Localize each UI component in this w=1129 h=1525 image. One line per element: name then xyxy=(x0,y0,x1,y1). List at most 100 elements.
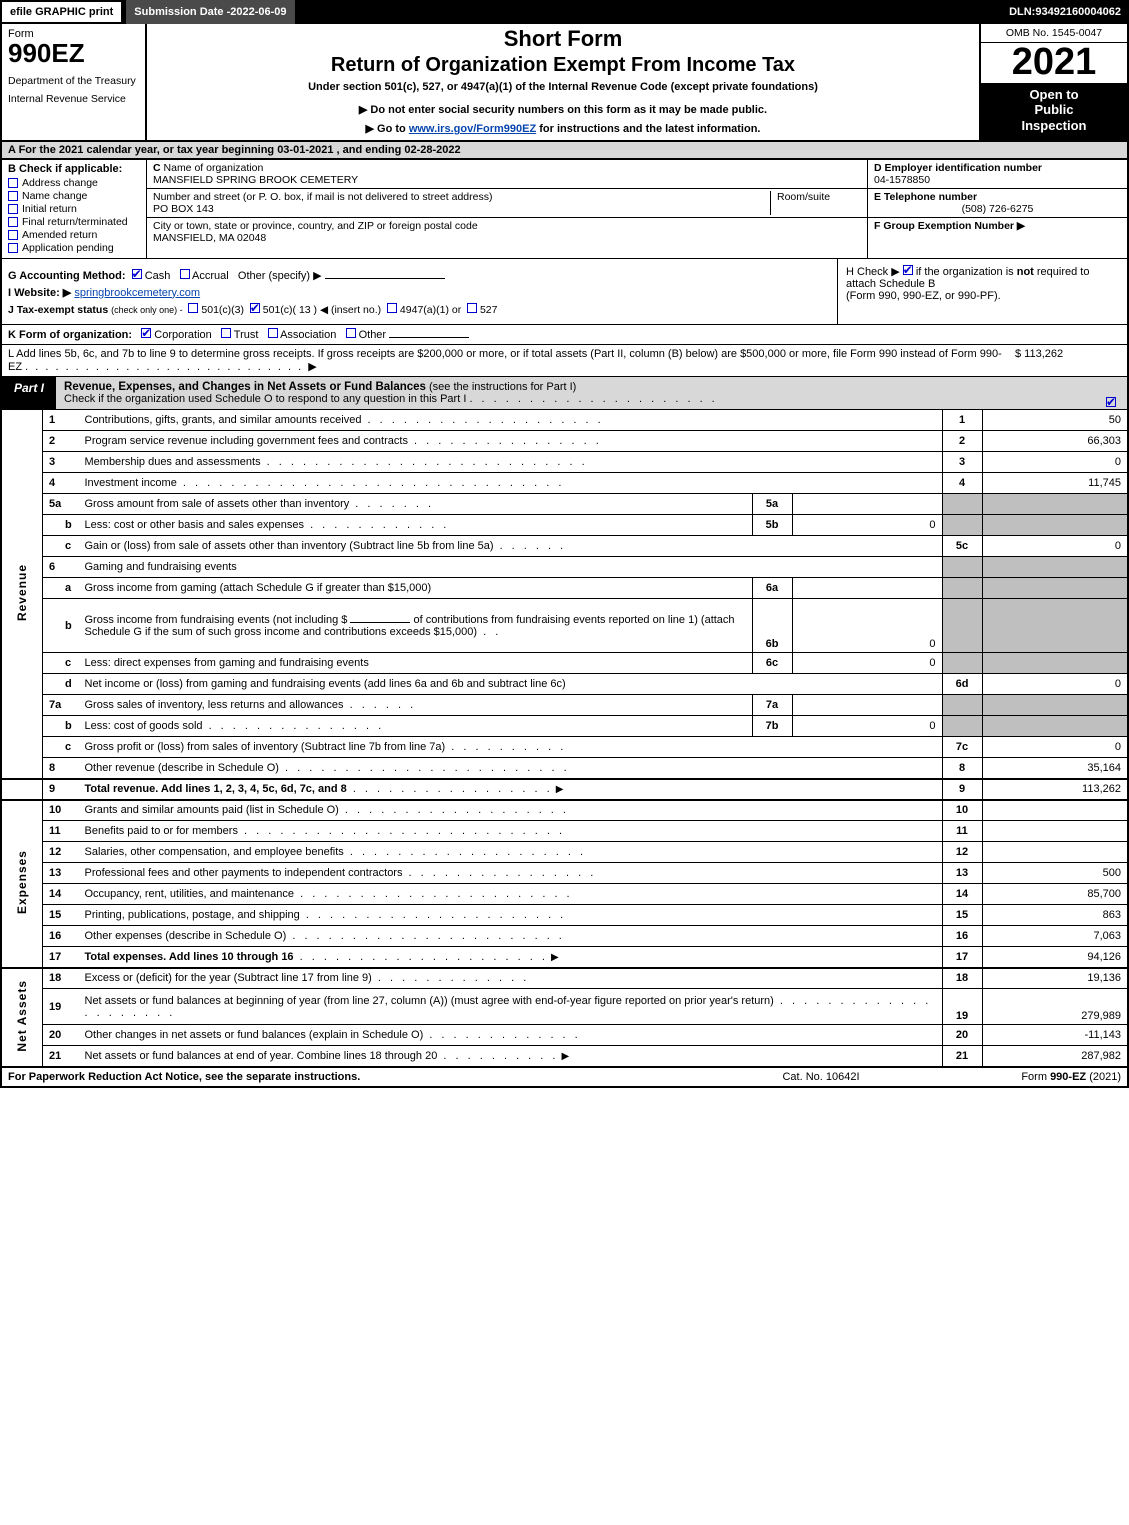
lv-1: 50 xyxy=(982,410,1128,431)
form-title-main: Return of Organization Exempt From Incom… xyxy=(153,54,973,77)
page-footer: For Paperwork Reduction Act Notice, see … xyxy=(0,1067,1129,1088)
lr-5a-grey xyxy=(942,494,982,515)
lsv-6b: 0 xyxy=(792,599,942,653)
lr-6c-grey xyxy=(942,653,982,674)
chk-other-org[interactable] xyxy=(346,328,356,338)
ld-3: Membership dues and assessments . . . . … xyxy=(79,452,943,473)
chk-final-return[interactable]: Final return/terminated xyxy=(8,216,140,228)
ln-6c: c xyxy=(43,653,79,674)
dln: DLN: 93492160004062 xyxy=(1001,0,1129,24)
dln-value: 93492160004062 xyxy=(1035,6,1121,18)
ssn-warning: ▶ Do not enter social security numbers o… xyxy=(153,103,973,116)
chk-cash[interactable] xyxy=(132,269,142,279)
ld-7b: Less: cost of goods sold . . . . . . . .… xyxy=(79,716,753,737)
g-other-input[interactable] xyxy=(325,278,445,279)
ld-6a: Gross income from gaming (attach Schedul… xyxy=(79,578,753,599)
chk-501c[interactable] xyxy=(250,303,260,313)
ln-21: 21 xyxy=(43,1046,79,1067)
ln-5a: 5a xyxy=(43,494,79,515)
lr-4: 4 xyxy=(942,473,982,494)
form-header: Form 990EZ Department of the Treasury In… xyxy=(0,24,1129,142)
lv-6b-grey xyxy=(982,599,1128,653)
lr-1: 1 xyxy=(942,410,982,431)
lv-17: 94,126 xyxy=(982,947,1128,968)
col-b-check-applicable: B Check if applicable: Address change Na… xyxy=(2,160,147,258)
ld-4: Investment income . . . . . . . . . . . … xyxy=(79,473,943,494)
chk-application-pending[interactable]: Application pending xyxy=(8,242,140,254)
ld-6d: Net income or (loss) from gaming and fun… xyxy=(79,674,943,695)
i-website: I Website: ▶ springbrookcemetery.com xyxy=(8,286,831,299)
dept-treasury: Department of the Treasury xyxy=(8,75,139,87)
chk-amended-return[interactable]: Amended return xyxy=(8,229,140,241)
chk-501c3[interactable] xyxy=(188,303,198,313)
c-street-label: Number and street (or P. O. box, if mail… xyxy=(153,191,492,203)
chk-accrual[interactable] xyxy=(180,269,190,279)
ln-11: 11 xyxy=(43,821,79,842)
netassets-side-label: Net Assets xyxy=(1,968,43,1067)
ld-20: Other changes in net assets or fund bala… xyxy=(79,1025,943,1046)
lr-19: 19 xyxy=(942,989,982,1025)
chk-trust[interactable] xyxy=(221,328,231,338)
chk-corporation[interactable] xyxy=(141,328,151,338)
chk-association[interactable] xyxy=(268,328,278,338)
tax-year: 2021 xyxy=(981,43,1127,83)
lv-7b-grey xyxy=(982,716,1128,737)
ln-10: 10 xyxy=(43,800,79,821)
lv-3: 0 xyxy=(982,452,1128,473)
lr-5c: 5c xyxy=(942,536,982,557)
ld-6: Gaming and fundraising events xyxy=(79,557,943,578)
d-label: D Employer identification number xyxy=(874,162,1042,174)
c-name-label: Name of organization xyxy=(164,162,264,174)
lv-13: 500 xyxy=(982,863,1128,884)
k-form-of-org: K Form of organization: Corporation Trus… xyxy=(0,325,1129,345)
6b-blank-input[interactable] xyxy=(350,622,410,623)
lv-20: -11,143 xyxy=(982,1025,1128,1046)
chk-address-change[interactable]: Address change xyxy=(8,177,140,189)
chk-schedule-b[interactable] xyxy=(903,265,913,275)
form-title-short: Short Form xyxy=(153,26,973,52)
lsv-6c: 0 xyxy=(792,653,942,674)
col-de: D Employer identification number 04-1578… xyxy=(867,160,1127,258)
chk-527[interactable] xyxy=(467,303,477,313)
efile-print-button[interactable]: efile GRAPHIC print xyxy=(0,0,123,24)
instructions-pre: ▶ Go to xyxy=(366,123,409,135)
c-city-label: City or town, state or province, country… xyxy=(153,220,478,232)
k-label: K Form of organization: xyxy=(8,329,132,341)
lv-5a-grey xyxy=(982,494,1128,515)
lv-2: 66,303 xyxy=(982,431,1128,452)
org-name: MANSFIELD SPRING BROOK CEMETERY xyxy=(153,174,358,186)
chk-4947[interactable] xyxy=(387,303,397,313)
g-accrual: Accrual xyxy=(192,270,229,282)
ln-14: 14 xyxy=(43,884,79,905)
chk-part1-schedO[interactable] xyxy=(1106,397,1116,407)
e-phone-row: E Telephone number (508) 726-6275 xyxy=(868,189,1127,218)
c-city-row: City or town, state or province, country… xyxy=(147,218,867,258)
topbar-spacer xyxy=(298,0,1002,24)
bcde-row: B Check if applicable: Address change Na… xyxy=(0,160,1129,259)
lr-6d: 6d xyxy=(942,674,982,695)
ln-15: 15 xyxy=(43,905,79,926)
lv-21: 287,982 xyxy=(982,1046,1128,1067)
chk-initial-return[interactable]: Initial return xyxy=(8,203,140,215)
lr-18: 18 xyxy=(942,968,982,989)
lv-6a-grey xyxy=(982,578,1128,599)
k-other-input[interactable] xyxy=(389,337,469,338)
l-gross-receipts: L Add lines 5b, 6c, and 7b to line 9 to … xyxy=(0,345,1129,377)
instructions-link[interactable]: www.irs.gov/Form990EZ xyxy=(409,123,536,135)
ln-1: 1 xyxy=(43,410,79,431)
b-title: B Check if applicable: xyxy=(8,163,140,175)
lsv-6a xyxy=(792,578,942,599)
lr-12: 12 xyxy=(942,842,982,863)
website-link[interactable]: springbrookcemetery.com xyxy=(74,287,200,299)
g-cash: Cash xyxy=(145,270,171,282)
lr-7c: 7c xyxy=(942,737,982,758)
ln-18: 18 xyxy=(43,968,79,989)
h-mid: if the organization is xyxy=(916,266,1017,278)
l-text: L Add lines 5b, 6c, and 7b to line 9 to … xyxy=(8,348,1011,373)
lsv-7b: 0 xyxy=(792,716,942,737)
chk-name-change[interactable]: Name change xyxy=(8,190,140,202)
ld-5c: Gain or (loss) from sale of assets other… xyxy=(79,536,943,557)
part1-tab: Part I xyxy=(2,377,56,409)
org-city: MANSFIELD, MA 02048 xyxy=(153,232,266,244)
ln-8: 8 xyxy=(43,758,79,779)
